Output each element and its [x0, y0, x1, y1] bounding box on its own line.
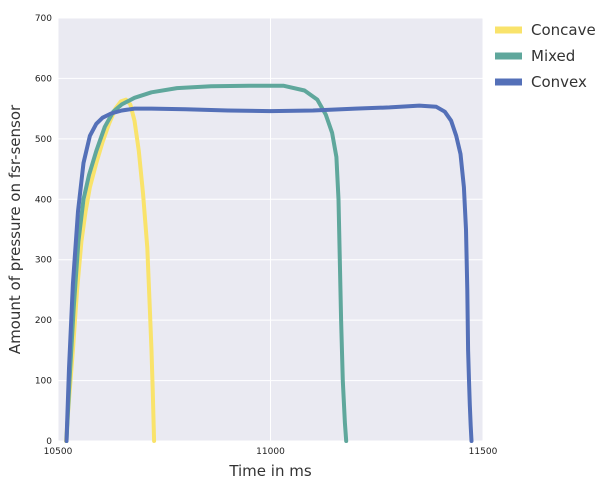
x-tick-label: 11000	[256, 447, 285, 457]
legend-label: Concave	[531, 21, 596, 39]
y-tick-label: 0	[46, 437, 52, 447]
x-tick-label: 10500	[44, 447, 73, 457]
y-tick-label: 400	[35, 195, 52, 205]
x-tick-label: 11500	[469, 447, 498, 457]
y-tick-label: 500	[35, 135, 52, 145]
series-lines	[64, 83, 474, 443]
y-tick-label: 300	[35, 256, 52, 266]
y-axis-title: Amount of pressure on fsr-sensor	[6, 104, 24, 354]
y-tick-label: 100	[35, 377, 52, 387]
legend: Concave Mixed Convex	[495, 21, 596, 91]
series-line-concave	[64, 97, 157, 443]
series-line-convex	[64, 103, 474, 443]
y-tick-label: 200	[35, 316, 52, 326]
legend-label: Mixed	[531, 47, 575, 65]
x-axis-title: Time in ms	[228, 462, 312, 480]
legend-label: Convex	[531, 73, 587, 91]
y-tick-label: 700	[35, 14, 52, 24]
series-line-mixed	[64, 83, 349, 443]
y-tick-label: 600	[35, 74, 52, 84]
tick-labels: 0 100 200 300 400 500 600 700 10500 11000 11500	[35, 14, 498, 457]
grid	[57, 17, 484, 442]
